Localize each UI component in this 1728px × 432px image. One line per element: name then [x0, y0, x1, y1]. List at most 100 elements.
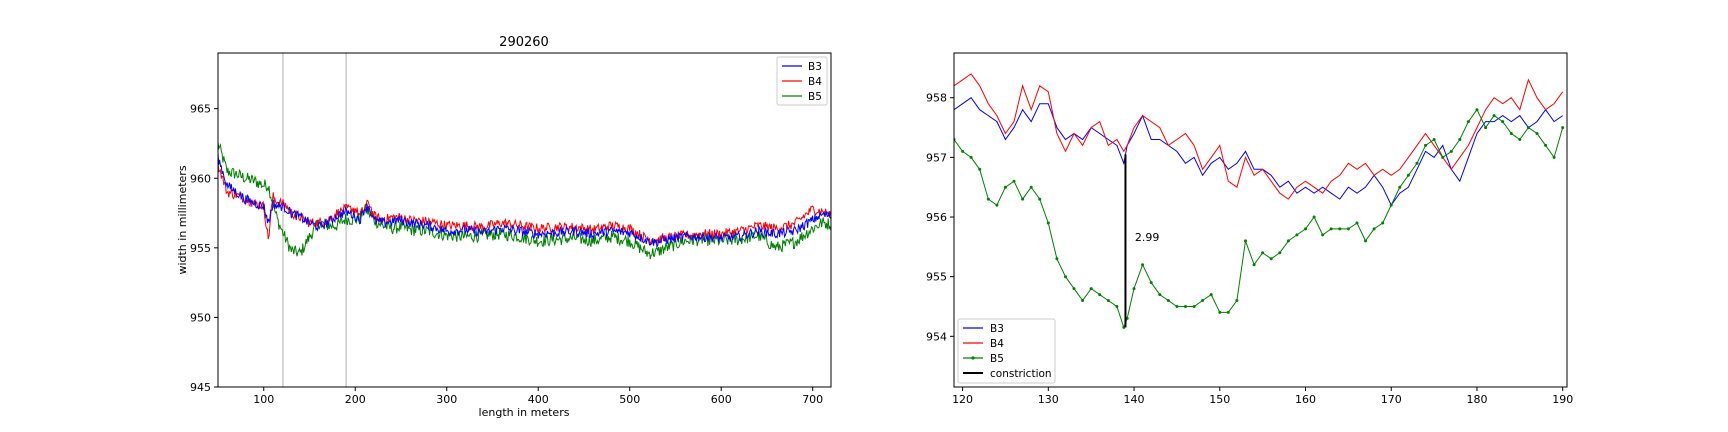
left-y-axis-label: width in millimeters [176, 165, 189, 274]
right-series-b5-point [1055, 257, 1059, 261]
right-series-b5-point [1561, 126, 1565, 130]
right-y-tick-label: 957 [926, 151, 947, 164]
right-series-b5-point [1021, 197, 1025, 201]
right-series-b5-point [1081, 299, 1085, 302]
right-series-b5-point [1098, 293, 1102, 297]
left-x-tick-label: 500 [619, 393, 640, 406]
right-series-b5-point [1089, 287, 1093, 291]
right-series-b5-point [1166, 299, 1170, 302]
right-series-b5-point [1046, 221, 1050, 225]
right-x-tick-label: 170 [1381, 393, 1402, 406]
right-series-b5-point [1226, 310, 1230, 314]
left-series-b4 [218, 160, 831, 246]
right-series-b5-point [1295, 233, 1299, 237]
right-series-b5-point [1449, 149, 1453, 153]
right-series-b5-point [1012, 179, 1016, 183]
right-series-b5-point [986, 197, 990, 201]
right-series-b5-point [1184, 305, 1187, 308]
right-y-tick-label: 956 [926, 211, 947, 224]
right-series-b5-point [1252, 263, 1256, 267]
right-x-tick-label: 150 [1209, 393, 1230, 406]
right-series-b5-point [1269, 257, 1273, 261]
right-series-b5-point [1415, 161, 1419, 165]
right-series-b5-point [1064, 275, 1067, 279]
right-series-b5-point [1526, 126, 1530, 130]
right-legend: B3 B4 B5 constriction [957, 318, 1056, 384]
right-series-b5-point [1535, 132, 1539, 135]
right-series-b5-point [1355, 221, 1359, 225]
right-chart: 120 130 140 150 160 170 180 190954955956957958 … [926, 52, 1573, 406]
right-series-b3 [954, 97, 1563, 207]
right-series-b5-point [1518, 138, 1522, 141]
right-series-b5-point [1278, 251, 1282, 255]
right-series-b5-point [1484, 126, 1488, 130]
right-legend-box [957, 318, 1056, 384]
left-chart: 290260 100 200 300 400 500 600 700 945 950 955 960… [176, 35, 832, 419]
right-series-b5-point [1441, 155, 1445, 159]
right-series-b5-point [1372, 227, 1376, 231]
constriction-value-annotation: 2.99 [1135, 231, 1160, 244]
right-series-b5-point [1201, 299, 1205, 302]
left-legend-label-b4: B4 [808, 76, 822, 88]
right-series-b5-point [995, 203, 999, 207]
left-y-tick-label: 950 [190, 311, 211, 324]
left-legend: B3 B4 B5 [776, 56, 828, 106]
left-y-tick-label: 965 [190, 103, 211, 116]
right-series-b5-point [1381, 221, 1385, 225]
right-series-b5-point [1218, 310, 1222, 314]
right-legend-label-b5: B5 [990, 353, 1004, 365]
right-series-b5-point [1175, 305, 1179, 308]
right-series-b4 [954, 73, 1564, 200]
right-series-b5-point [1235, 299, 1239, 302]
right-series-b5-point [1492, 114, 1496, 118]
right-x-tick-label: 180 [1466, 393, 1487, 406]
right-series-b5-point [1458, 138, 1462, 141]
right-series-b5-point [961, 149, 965, 153]
right-series-b5-point [1261, 251, 1265, 255]
right-series-b5-point [1029, 185, 1033, 189]
right-series-b5-point [1364, 239, 1367, 243]
left-x-tick-label: 200 [345, 393, 366, 406]
left-y-tick-label: 960 [190, 172, 211, 185]
right-series-b5-point [978, 167, 982, 171]
right-series-b5-point [1312, 215, 1316, 219]
right-series-b5-point [1209, 293, 1213, 297]
right-series-b5-point [1544, 143, 1548, 147]
right-series-b5-point [1346, 227, 1350, 231]
right-series-b5-point [1149, 281, 1153, 285]
right-series-b5-point [1509, 132, 1513, 135]
left-legend-label-b5: B5 [808, 91, 822, 103]
left-series-b3 [218, 152, 831, 249]
right-y-tick-label: 954 [926, 330, 947, 343]
right-plot-frame [953, 52, 1568, 388]
right-x-tick-label: 190 [1552, 393, 1573, 406]
right-series-b5-point [1072, 287, 1076, 291]
right-series-b5-point [1321, 233, 1325, 237]
right-series-b5-point [1389, 203, 1393, 207]
left-x-tick-label: 600 [711, 393, 732, 406]
right-series-b5-point [1286, 239, 1290, 243]
right-series-b5-point [1466, 120, 1470, 124]
right-series-b5-point [1192, 305, 1196, 308]
right-series-b5-point [1432, 138, 1436, 141]
left-y-tick-label: 945 [190, 381, 211, 394]
left-y-tick-label: 955 [190, 242, 211, 255]
right-series-b5-point [1338, 227, 1342, 231]
right-legend-label-b3: B3 [990, 323, 1004, 335]
left-x-axis-label: length in meters [479, 406, 570, 419]
right-series-b5-point [1552, 155, 1556, 159]
right-series-b5-point [1475, 108, 1479, 112]
right-series-b5-point [1244, 239, 1247, 243]
right-series-b5-point [1038, 197, 1042, 201]
right-y-tick-label: 958 [926, 92, 947, 105]
right-y-tick-label: 955 [926, 271, 947, 284]
right-series-b5-point [1158, 293, 1162, 297]
right-x-tick-label: 160 [1295, 393, 1316, 406]
right-series-b5-point [1115, 305, 1119, 308]
right-x-tick-label: 120 [952, 393, 973, 406]
right-x-tick-label: 140 [1124, 393, 1145, 406]
right-series-b5-point [969, 155, 973, 159]
left-x-tick-label: 700 [802, 393, 823, 406]
right-series-b5-point [1424, 143, 1427, 147]
